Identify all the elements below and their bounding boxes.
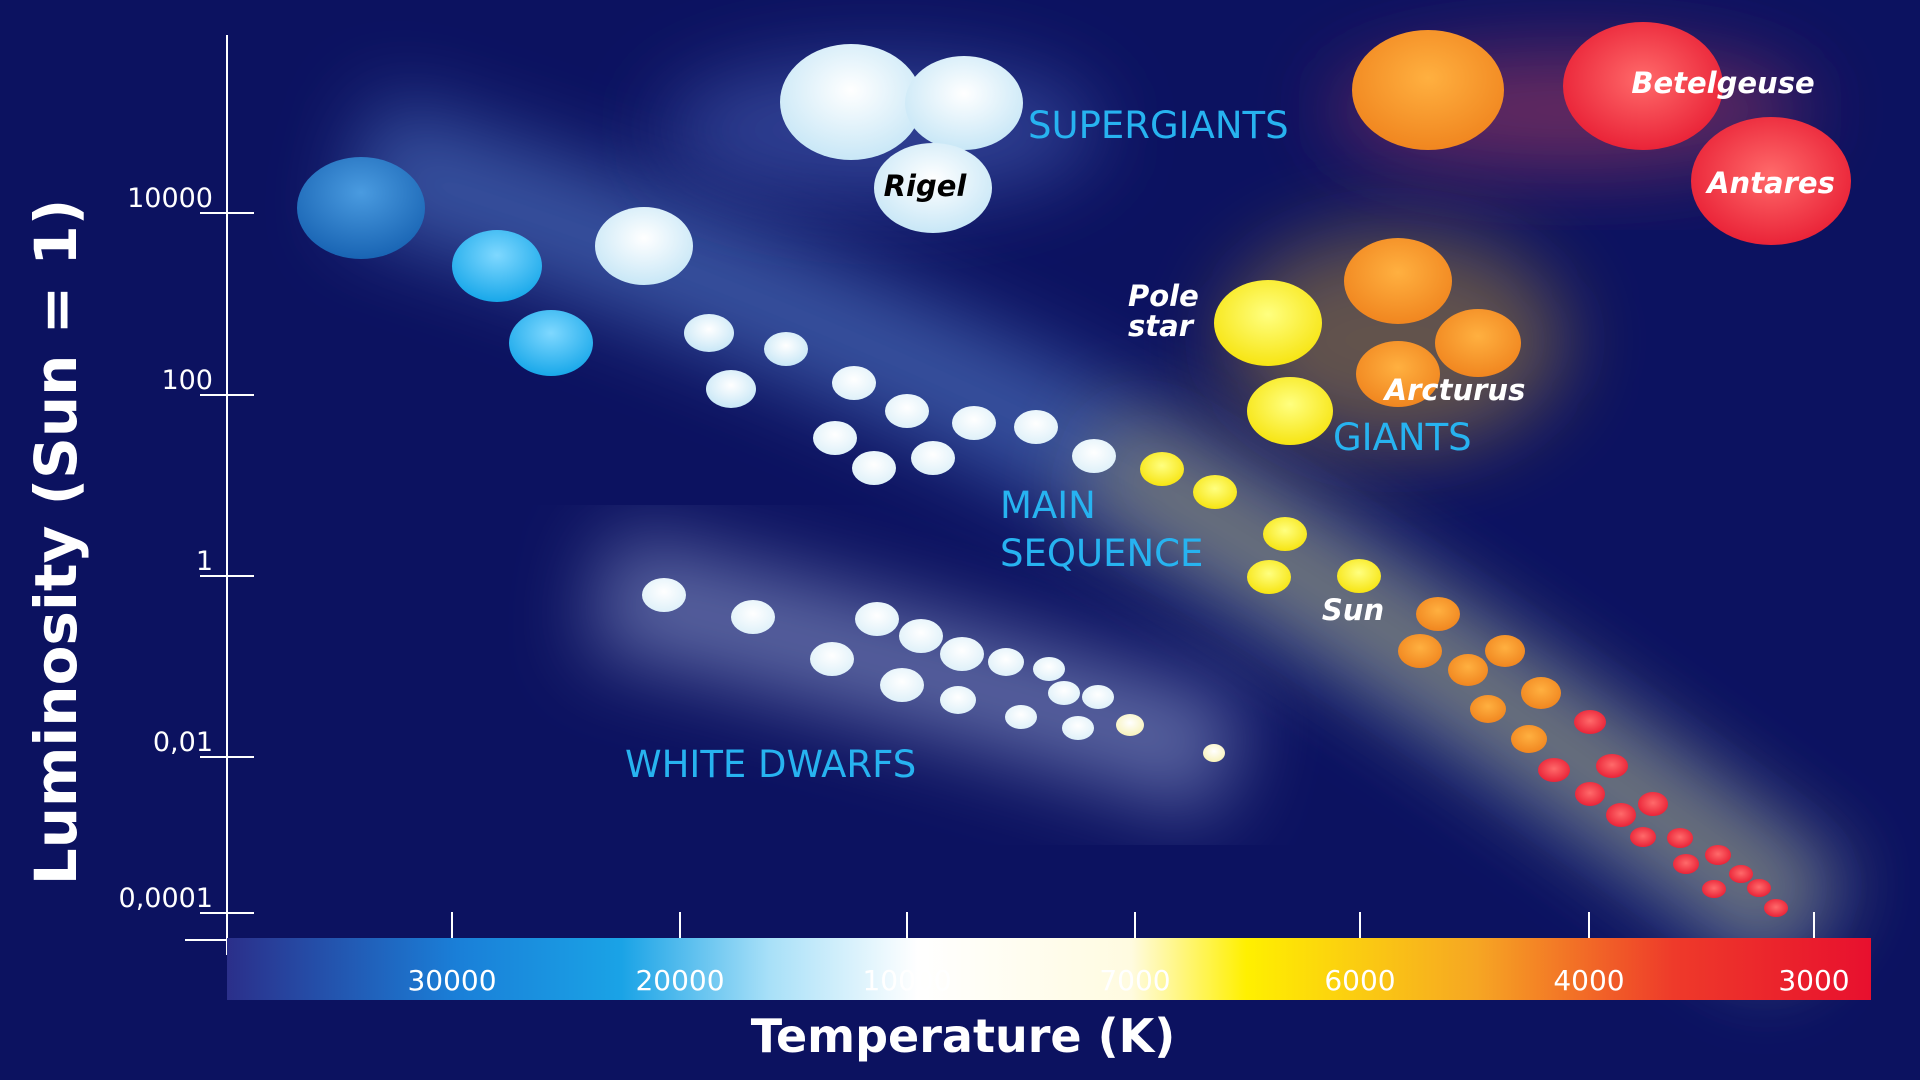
- x-tick-label: 20000: [635, 964, 724, 997]
- star-point: [1398, 634, 1442, 668]
- x-tick-label: 10000: [862, 964, 951, 997]
- star-point: [764, 332, 808, 366]
- star-point: [1470, 695, 1506, 723]
- star-point: [832, 366, 876, 400]
- star-point: [1596, 754, 1628, 778]
- star-point: [813, 421, 857, 455]
- star-point: [1563, 22, 1723, 150]
- star-point: [940, 637, 984, 671]
- region-label-supergiants: SUPERGIANTS: [1028, 104, 1289, 147]
- star-point: [1448, 654, 1488, 686]
- star-point: [1033, 657, 1065, 681]
- y-tick-label: 0,01: [153, 727, 213, 758]
- star-point: [1247, 377, 1333, 445]
- star-point: [1014, 410, 1058, 444]
- star-point: [1352, 30, 1504, 150]
- x-tick-label: 6000: [1324, 964, 1395, 997]
- x-tick-label: 30000: [407, 964, 496, 997]
- star-point: [706, 370, 756, 408]
- star-point: [855, 602, 899, 636]
- star-label-antares: Antares: [1705, 166, 1835, 200]
- star-point: [1575, 782, 1605, 806]
- star-point: [1005, 705, 1037, 729]
- star-label-sun: Sun: [1322, 593, 1384, 627]
- y-axis-title: Luminosity (Sun = 1): [22, 199, 90, 886]
- star-point: [988, 648, 1024, 676]
- star-point: [642, 578, 686, 612]
- star-label-pole-star: Pole star: [1128, 279, 1209, 343]
- star-point: [1203, 744, 1225, 762]
- star-point: [1116, 714, 1144, 736]
- star-point: [1062, 716, 1094, 740]
- region-label-main-sequence: MAIN SEQUENCE: [1000, 484, 1203, 575]
- star-point: [1263, 517, 1307, 551]
- x-axis-ticks: [451, 912, 1815, 940]
- star-point: [1485, 635, 1525, 667]
- star-point: [1667, 828, 1693, 848]
- star-point: [899, 619, 943, 653]
- y-tick-label: 10000: [127, 183, 213, 214]
- star-point: [1072, 439, 1116, 473]
- star-point: [1574, 710, 1606, 734]
- star-point: [1606, 803, 1636, 827]
- temperature-colorbar: [227, 938, 1871, 1000]
- region-label-white-dwarfs: WHITE DWARFS: [625, 743, 916, 786]
- star-point: [509, 310, 593, 376]
- star-point: [1702, 880, 1726, 898]
- star-point: [880, 668, 924, 702]
- star-point: [297, 157, 425, 259]
- star-point: [1048, 681, 1080, 705]
- star-point: [1521, 677, 1561, 709]
- star-point: [940, 686, 976, 714]
- star-point: [952, 406, 996, 440]
- star-point: [1764, 899, 1788, 917]
- star-point: [684, 314, 734, 352]
- star-point: [852, 451, 896, 485]
- star-point: [780, 44, 922, 160]
- star-point: [810, 642, 854, 676]
- star-point: [1705, 845, 1731, 865]
- star-point: [1747, 879, 1771, 897]
- star-point: [1729, 865, 1753, 883]
- stars: [297, 22, 1851, 917]
- star-point: [911, 441, 955, 475]
- region-label-giants: GIANTS: [1333, 416, 1472, 459]
- star-point: [1416, 597, 1460, 631]
- star-point: [905, 56, 1023, 150]
- star-label-rigel: Rigel: [884, 169, 968, 203]
- star-point: [1193, 475, 1237, 509]
- star-label-betelgeuse: Betelgeuse: [1631, 66, 1814, 100]
- star-point: [1082, 685, 1114, 709]
- star-point: [731, 600, 775, 634]
- x-tick-label: 3000: [1778, 964, 1849, 997]
- star-point: [1247, 560, 1291, 594]
- star-point: [1344, 238, 1452, 324]
- star-point: [1356, 341, 1440, 407]
- x-tick-label: 4000: [1553, 964, 1624, 997]
- star-point: [1691, 117, 1851, 245]
- star-point: [1630, 827, 1656, 847]
- star-point: [885, 394, 929, 428]
- y-tick-label: 1: [196, 546, 213, 577]
- x-tick-label: 7000: [1099, 964, 1170, 997]
- star-point: [1538, 758, 1570, 782]
- star-point: [1638, 792, 1668, 816]
- star-point: [1673, 854, 1699, 874]
- y-tick-label: 100: [161, 365, 213, 396]
- star-point: [595, 207, 693, 285]
- star-point: [1511, 725, 1547, 753]
- star-point: [1140, 452, 1184, 486]
- star-point: [1214, 280, 1322, 366]
- x-axis-title: Temperature (K): [751, 1009, 1176, 1063]
- x-tick-labels: 30000 20000 10000 7000 6000 4000 3000: [407, 964, 1849, 997]
- y-axis-ticks: 10000 100 1 0,01 0,0001: [119, 183, 254, 914]
- y-tick-label: 0,0001: [119, 883, 213, 914]
- star-point: [1435, 309, 1521, 377]
- star-point: [1337, 559, 1381, 593]
- star-point: [874, 143, 992, 233]
- star-label-arcturus: Arcturus: [1383, 373, 1526, 407]
- star-point: [452, 230, 542, 302]
